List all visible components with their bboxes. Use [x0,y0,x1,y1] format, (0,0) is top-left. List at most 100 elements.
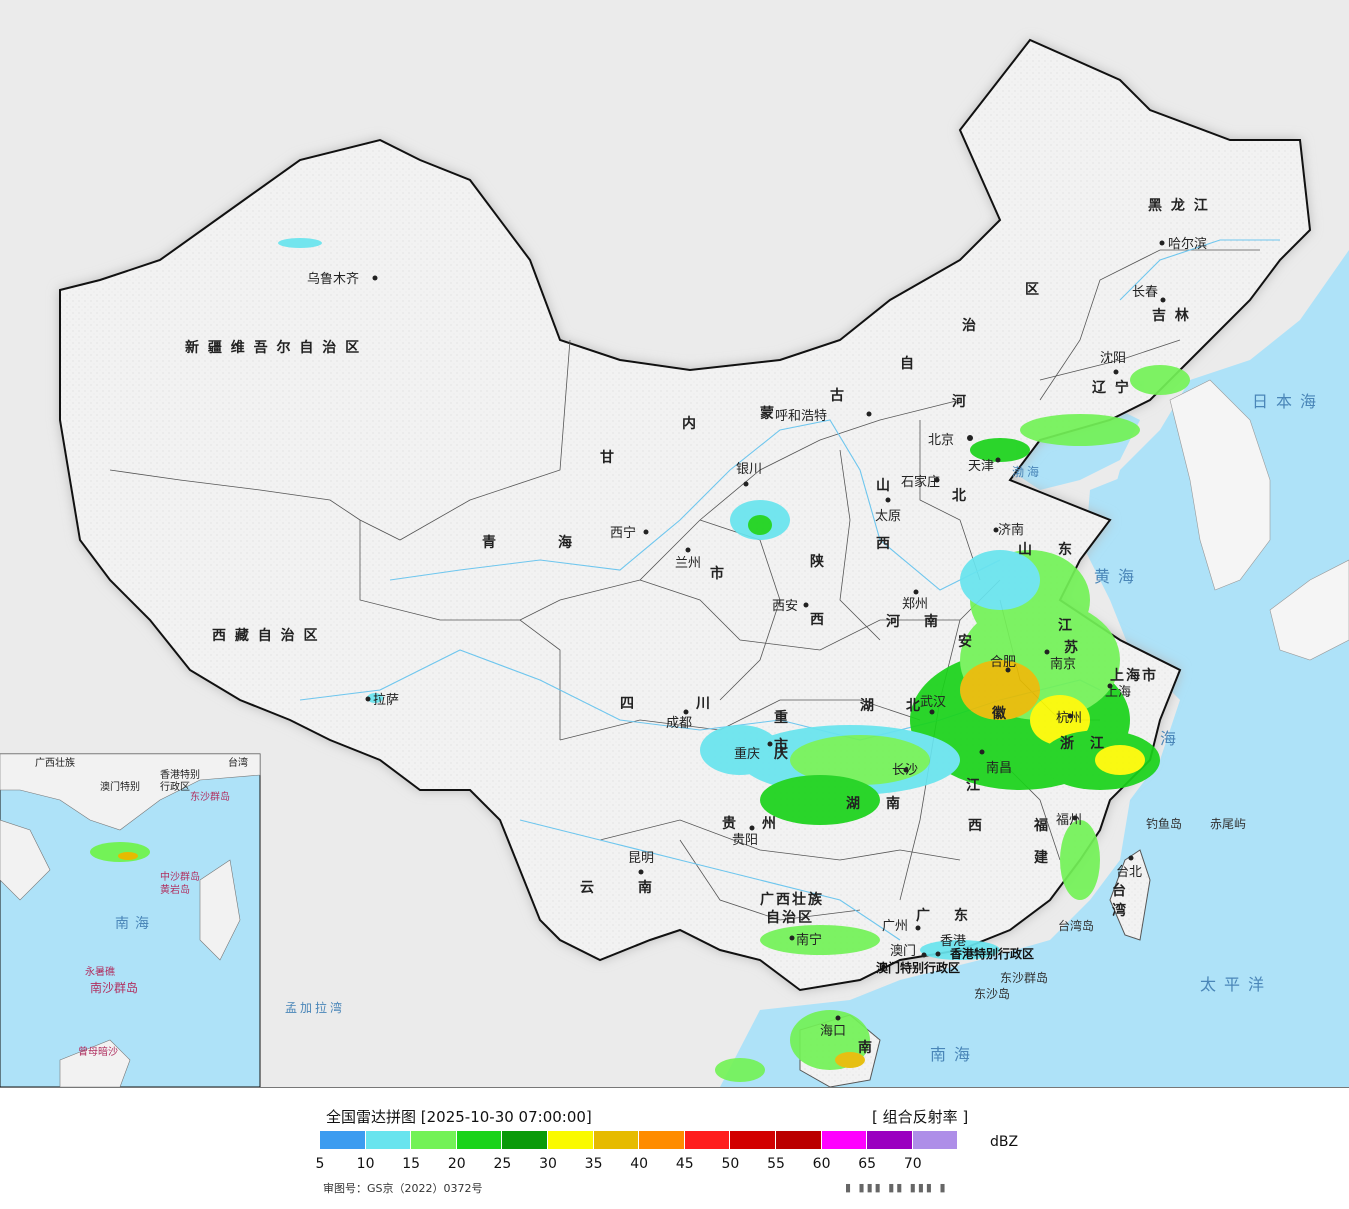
svg-text:西安: 西安 [772,599,798,614]
scale-tick-label: 60 [812,1156,831,1172]
svg-text:川: 川 [695,696,712,712]
color-scale-bar [320,1131,959,1149]
svg-text:上海: 上海 [1105,685,1131,700]
scale-tick-label: 35 [584,1156,603,1172]
svg-text:台湾: 台湾 [228,756,248,769]
svg-text:西: 西 [876,536,892,552]
svg-text:福: 福 [1033,817,1050,834]
svg-text:山: 山 [876,478,892,494]
svg-text:吉 林: 吉 林 [1152,307,1191,324]
scale-tick-label: 50 [721,1156,740,1172]
svg-text:四: 四 [620,696,636,712]
island-labels: 钓鱼岛 赤尾屿 台湾岛 东沙群岛 东沙岛 [974,816,1246,1001]
scale-tick-label: 70 [903,1156,922,1172]
svg-text:南沙群岛: 南沙群岛 [90,980,138,995]
svg-text:乌鲁木齐: 乌鲁木齐 [307,271,359,287]
svg-text:西: 西 [968,818,984,834]
svg-text:山: 山 [1018,542,1034,558]
scale-tick-label: 10 [356,1156,375,1172]
scale-tick-label: 5 [315,1156,325,1172]
svg-text:贵: 贵 [722,815,738,832]
svg-text:行政区: 行政区 [160,780,190,793]
scale-cell [730,1131,776,1149]
svg-text:昆明: 昆明 [628,851,654,866]
svg-text:西: 西 [810,612,826,628]
scale-tick-label: 65 [858,1156,877,1172]
svg-text:庆: 庆 [774,745,790,762]
svg-text:广: 广 [916,907,932,924]
scale-cell [365,1131,412,1149]
svg-text:建: 建 [1034,849,1050,866]
macao-sar-label: 澳门特别行政区 [876,960,960,975]
svg-text:海: 海 [1160,729,1184,748]
svg-text:浙: 浙 [1060,735,1076,752]
sea-labels: 日本海 渤海 黄海 海 太平洋 南海 孟加拉湾 [285,392,1324,1064]
legend-title: 全国雷达拼图 [2025-10-30 07:00:00] [326,1108,592,1126]
svg-text:福州: 福州 [1056,813,1082,828]
svg-text:黑 龙 江: 黑 龙 江 [1148,197,1210,214]
svg-text:西宁: 西宁 [610,525,636,541]
review-number: 审图号：GS京（2022）0372号 [323,1182,483,1195]
product-type: [ 组合反射率 ] [872,1108,969,1126]
scale-tick-label: 15 [402,1156,421,1172]
svg-text:上海市: 上海市 [1110,667,1158,684]
inset-map[interactable]: 广西壮族 台湾 香港特别 澳门特别 行政区 东沙群岛 中沙群岛 黄岩岛 南海 永… [0,753,261,1087]
svg-text:日本海: 日本海 [1252,392,1324,411]
svg-text:区: 区 [1025,282,1041,298]
svg-text:赤尾屿: 赤尾屿 [1210,817,1246,831]
scale-tick-label: 55 [767,1156,785,1172]
svg-text:南昌: 南昌 [986,760,1012,776]
city-markers [365,240,1166,1021]
svg-text:拉萨: 拉萨 [373,693,399,708]
svg-text:郑州: 郑州 [902,597,928,612]
svg-text:重: 重 [774,709,790,726]
svg-text:州: 州 [761,816,778,832]
svg-text:南: 南 [924,613,940,630]
svg-text:济南: 济南 [998,522,1024,538]
svg-text:杭州: 杭州 [1056,711,1082,726]
svg-text:甘: 甘 [600,449,616,466]
scale-tick-label: 20 [447,1156,466,1172]
scale-cell [411,1131,457,1149]
svg-text:海: 海 [558,534,574,551]
scale-tick-label: 40 [630,1156,649,1172]
svg-text:江: 江 [966,777,982,794]
radar-echoes [278,238,1190,1082]
svg-text:南宁: 南宁 [796,932,822,948]
unit-label: dBZ [990,1134,1019,1150]
svg-text:台: 台 [1112,882,1128,899]
svg-text:黄海: 黄海 [1094,567,1142,586]
radar-map[interactable]: 新 疆 维 吾 尔 自 治 区 西 藏 自 治 区 青海 甘 内蒙 古自 治区 … [0,0,1349,1087]
svg-text:新 疆 维 吾 尔 自 治 区: 新 疆 维 吾 尔 自 治 区 [185,339,361,356]
svg-text:广西壮族: 广西壮族 [35,756,75,769]
svg-text:东: 东 [954,907,970,924]
svg-text:江: 江 [1058,617,1074,634]
svg-text:河: 河 [886,613,902,630]
svg-text:古: 古 [830,387,846,404]
scale-cell [456,1131,503,1149]
svg-text:湖: 湖 [846,796,862,812]
svg-text:台湾岛: 台湾岛 [1058,918,1094,933]
svg-text:湾: 湾 [1112,902,1128,919]
svg-text:东沙岛: 东沙岛 [974,986,1010,1001]
svg-text:南京: 南京 [1050,656,1076,672]
svg-text:长沙: 长沙 [892,763,918,778]
scale-tick-label: 25 [493,1156,512,1172]
scale-tick-label: 30 [539,1156,557,1172]
svg-text:石家庄: 石家庄 [901,474,940,490]
scale-tick-label: 45 [675,1156,694,1172]
svg-text:东: 东 [1058,541,1074,558]
svg-text:银川: 银川 [736,462,762,477]
svg-text:蒙: 蒙 [760,405,776,422]
yellow-sea [1085,450,1220,620]
svg-text:太原: 太原 [875,509,901,524]
svg-text:市: 市 [710,565,726,582]
svg-text:南: 南 [638,879,654,896]
svg-text:苏: 苏 [1064,639,1080,656]
svg-text:兰州: 兰州 [675,556,701,571]
hk-sar-label: 香港特别行政区 [949,946,1034,961]
korea-land [1169,379,1271,591]
svg-text:内: 内 [682,415,698,432]
svg-text:曾母暗沙: 曾母暗沙 [78,1045,118,1058]
svg-text:台北: 台北 [1116,865,1142,880]
